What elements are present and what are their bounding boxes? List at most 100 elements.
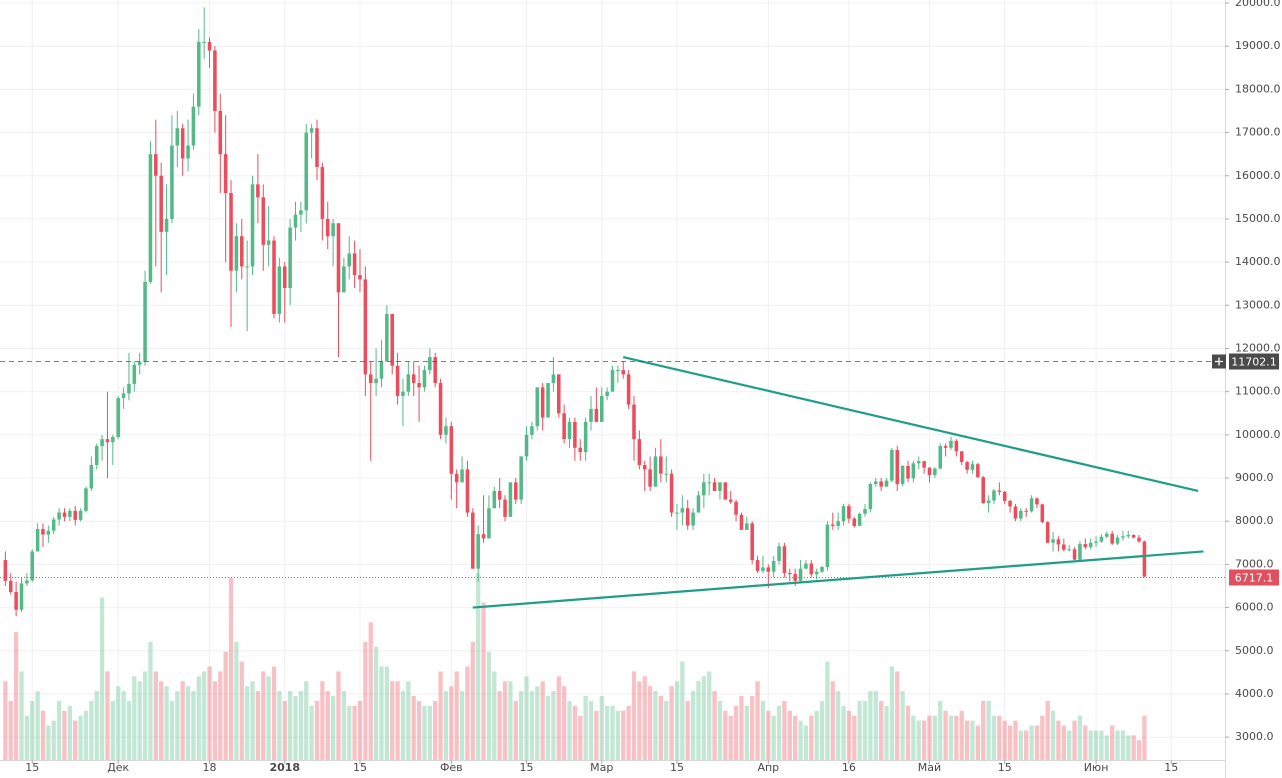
volume-bar [529, 691, 535, 760]
volume-bar [105, 671, 110, 760]
volume-bar [30, 700, 35, 760]
candle-body [809, 563, 814, 575]
volume-bar [830, 681, 835, 760]
volume-bar [180, 681, 185, 760]
volume-bar [707, 671, 712, 760]
candle-body [438, 383, 443, 435]
volume-bar [862, 700, 868, 760]
candle-body [358, 275, 362, 280]
volume-bar [981, 700, 986, 760]
volume-bar [89, 700, 94, 760]
candle-body [218, 110, 223, 155]
candle-body [105, 439, 110, 443]
volume-bar [803, 725, 809, 760]
candle-body [1035, 498, 1039, 505]
candle-body [202, 41, 206, 43]
candle-body [1105, 533, 1109, 537]
candle-body [900, 465, 905, 485]
candle-body [680, 508, 685, 513]
volume-bar [486, 651, 492, 760]
candle-body [798, 568, 803, 581]
volume-bar [669, 686, 674, 760]
candle-body [30, 551, 35, 581]
candle-body [599, 395, 604, 422]
volume-bar [433, 700, 438, 760]
candle-body [788, 573, 792, 575]
candle-body [390, 313, 394, 366]
candle-body [1045, 522, 1050, 543]
candle-body [578, 447, 583, 453]
candle-body [395, 365, 400, 396]
volume-bar [664, 700, 669, 760]
candle-body [895, 449, 900, 485]
candle-body [1056, 539, 1061, 545]
candle-body [707, 482, 711, 484]
candle-body [293, 214, 298, 228]
candle-body [556, 374, 561, 414]
volume-bar [411, 696, 416, 760]
volume-bar [884, 705, 889, 760]
candle-body [261, 197, 266, 245]
volume-bar [1110, 725, 1115, 760]
volume-bar [137, 681, 142, 760]
volume-bar [202, 671, 207, 760]
candle-body [766, 567, 771, 572]
volume-bar [390, 681, 395, 760]
candle-body [51, 519, 56, 531]
trend-line [622, 356, 1199, 493]
y-tick-label: 9000.0 [1235, 471, 1274, 484]
volume-bar [578, 715, 583, 760]
candle-body [551, 374, 556, 384]
volume-bar [309, 705, 314, 760]
candle-body [685, 508, 690, 526]
candle-body [1137, 537, 1141, 542]
candle-body [637, 439, 642, 466]
candle-body [476, 534, 480, 569]
volume-bar [545, 696, 551, 760]
candle-body [836, 521, 840, 526]
candle-body [691, 512, 695, 526]
volume-bar [750, 696, 755, 760]
candle-body [540, 387, 545, 418]
price-label-box [1229, 353, 1279, 370]
candle-body [68, 510, 72, 517]
candle-body [621, 370, 626, 375]
volume-bar [911, 715, 916, 760]
candle-body [1083, 544, 1088, 548]
candle-body [503, 499, 507, 517]
candle-body [771, 560, 776, 572]
candle-body [831, 524, 835, 526]
candle-body [777, 546, 781, 561]
volume-bar [406, 681, 411, 760]
volume-bar [986, 700, 991, 760]
candle-body [132, 364, 137, 384]
candle-body [272, 240, 276, 314]
candle-body [702, 482, 706, 496]
candle-body [610, 370, 615, 392]
volume-bar [513, 700, 518, 760]
candle-body [207, 41, 212, 51]
volume-bar [594, 710, 599, 760]
add-alert-icon [1215, 357, 1223, 366]
volume-bar [900, 691, 905, 760]
volume-bar [1045, 700, 1050, 760]
volume-bar [771, 715, 776, 760]
volume-bar [1002, 720, 1007, 760]
volume-bar [443, 691, 449, 760]
volume-bar [551, 691, 556, 760]
volume-bar [841, 705, 846, 760]
candle-body [782, 546, 787, 574]
candle-body [583, 421, 588, 453]
volume-bar [153, 671, 158, 760]
candle-body [35, 528, 40, 552]
trend-line [472, 550, 1204, 609]
y-tick-label: 15000.0 [1235, 212, 1281, 225]
volume-bar [164, 686, 169, 760]
candle-body [170, 145, 174, 219]
volume-bar [712, 691, 717, 760]
volume-bar [245, 686, 250, 760]
volume-bar [964, 720, 970, 760]
candle-body [460, 469, 464, 483]
volume-bar [357, 700, 363, 760]
